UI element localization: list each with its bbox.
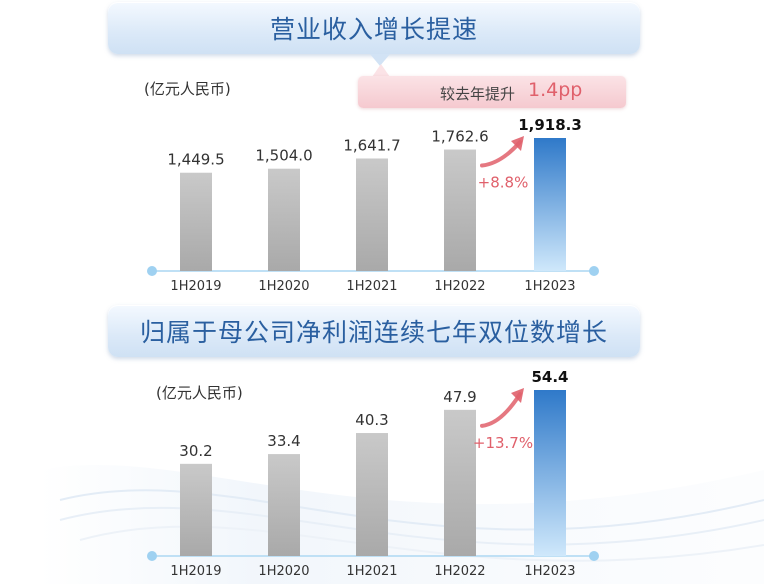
x-tick-label: 1H2019: [170, 564, 221, 579]
bar-1h2019: [180, 463, 212, 556]
callout-pointer: [372, 64, 390, 77]
bar-1h2022: [444, 409, 476, 556]
bar-1h2021: [356, 433, 388, 556]
value-label-1h2019: 1,449.5: [167, 151, 224, 169]
value-label-1h2021: 40.3: [355, 411, 388, 429]
bar-1h2021: [356, 158, 388, 271]
x-tick-label: 1H2022: [434, 279, 485, 294]
callout-text: 较去年提升: [440, 85, 516, 103]
value-label-1h2023: 1,918.3: [518, 116, 582, 134]
x-tick-label: 1H2020: [258, 564, 309, 579]
x-tick-label: 1H2023: [524, 564, 575, 579]
growth-rate-label: +8.8%: [478, 174, 529, 192]
bar-1h2019: [180, 172, 212, 271]
bar-1h2023: [534, 390, 566, 556]
growth-arrow-head: [511, 136, 524, 151]
growth-arrow-head: [511, 388, 524, 403]
value-label-1h2020: 33.4: [267, 432, 300, 450]
revenue-bar-chart: 1,449.5 1H2019 1,504.0 1H2020 1,641.7 1H2021 1…: [147, 116, 599, 294]
x-tick-label: 1H2022: [434, 564, 485, 579]
chart1-title-banner: 营业收入增长提速: [108, 2, 640, 54]
bar-1h2023: [534, 138, 566, 271]
chart1-banner-pointer: [370, 54, 390, 66]
axis-end-dot: [589, 266, 599, 276]
callout-value: 1.4pp: [528, 79, 583, 101]
value-label-1h2022: 47.9: [443, 388, 476, 406]
x-tick-label: 1H2020: [258, 279, 309, 294]
chart1-unit-label: (亿元人民币): [144, 80, 231, 98]
x-tick-label: 1H2021: [346, 564, 397, 579]
chart2-title: 归属于母公司净利润连续七年双位数增长: [139, 318, 608, 347]
value-label-1h2021: 1,641.7: [343, 136, 400, 154]
x-tick-label: 1H2019: [170, 279, 221, 294]
axis-end-dot: [589, 551, 599, 561]
bar-1h2020: [268, 454, 300, 556]
bar-1h2020: [268, 168, 300, 271]
chart2-title-banner: 归属于母公司净利润连续七年双位数增长: [108, 305, 640, 357]
value-label-1h2022: 1,762.6: [431, 128, 488, 146]
bar-1h2022: [444, 149, 476, 271]
growth-callout-box: [358, 76, 626, 108]
chart2-unit-label: (亿元人民币): [156, 384, 243, 402]
value-label-1h2019: 30.2: [179, 442, 212, 460]
x-tick-label: 1H2021: [346, 279, 397, 294]
axis-end-dot: [147, 551, 157, 561]
chart1-title: 营业收入增长提速: [269, 15, 478, 44]
axis-end-dot: [147, 266, 157, 276]
growth-rate-label: +13.7%: [473, 434, 533, 452]
value-label-1h2020: 1,504.0: [255, 147, 312, 165]
x-tick-label: 1H2023: [524, 279, 575, 294]
value-label-1h2023: 54.4: [531, 368, 568, 386]
growth-arrow: [480, 392, 522, 428]
